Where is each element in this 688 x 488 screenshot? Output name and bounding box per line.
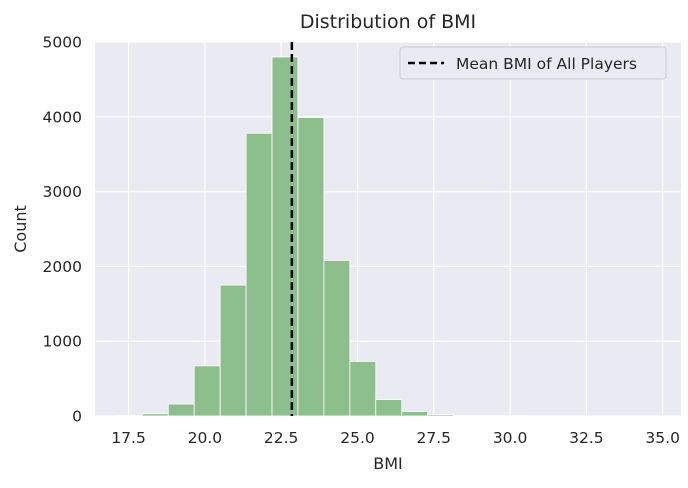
- x-tick-label: 35.0: [645, 429, 680, 447]
- legend: Mean BMI of All Players: [400, 47, 666, 79]
- y-tick-label: 2000: [43, 258, 82, 276]
- chart-title: Distribution of BMI: [300, 11, 476, 33]
- y-axis-label: Count: [11, 205, 30, 253]
- x-axis-label: BMI: [373, 454, 403, 473]
- x-tick-label: 30.0: [493, 429, 528, 447]
- histogram-bar: [272, 57, 298, 416]
- histogram-bar: [220, 285, 246, 416]
- y-tick-label: 1000: [43, 333, 82, 351]
- histogram-bar: [168, 404, 194, 416]
- histogram-bar: [376, 400, 402, 416]
- x-tick-label: 17.5: [111, 429, 146, 447]
- x-tick-label: 32.5: [569, 429, 604, 447]
- histogram-bar: [324, 260, 350, 416]
- y-tick-label: 4000: [43, 108, 82, 126]
- legend-label-mean: Mean BMI of All Players: [456, 55, 637, 73]
- histogram-bar: [246, 133, 272, 416]
- histogram-bar: [350, 361, 376, 416]
- histogram-bar: [142, 414, 168, 416]
- histogram-bar: [428, 415, 454, 416]
- histogram-bar: [402, 412, 428, 416]
- x-tick-label: 20.0: [188, 429, 223, 447]
- x-tick-label: 27.5: [417, 429, 452, 447]
- plot-background: [95, 42, 681, 416]
- x-tick-label: 25.0: [340, 429, 375, 447]
- x-tick-label: 22.5: [264, 429, 299, 447]
- y-tick-label: 5000: [43, 34, 82, 52]
- histogram-bar: [298, 118, 324, 416]
- y-tick-label: 3000: [43, 183, 82, 201]
- histogram-bar: [194, 366, 220, 416]
- y-tick-label: 0: [72, 408, 82, 426]
